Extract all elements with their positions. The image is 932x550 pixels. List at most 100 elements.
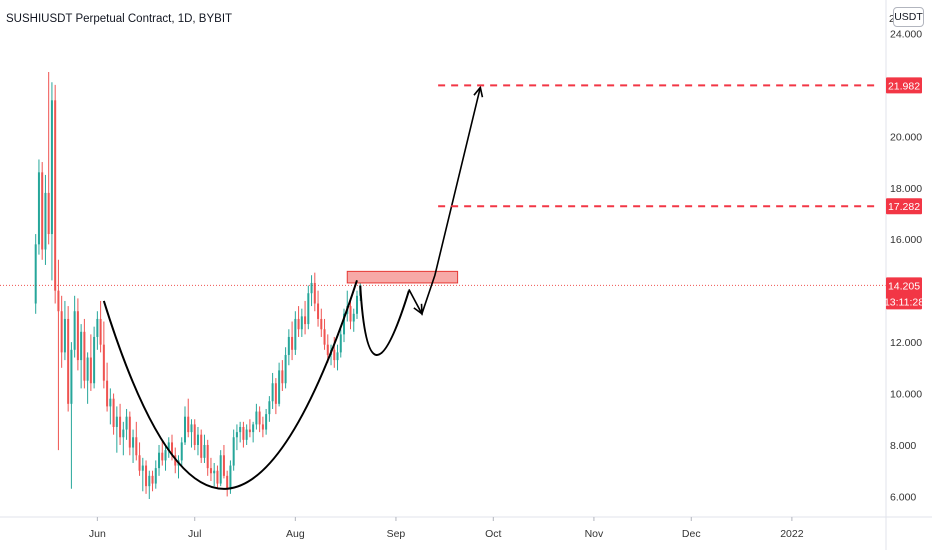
candle: [235, 424, 238, 451]
projection-arrow[interactable]: [408, 87, 482, 316]
candle: [203, 434, 206, 463]
candle: [151, 470, 154, 492]
target-price-label: 21.982: [888, 80, 920, 92]
axis-top-cut-label: 2: [889, 13, 895, 25]
price-tags: 17.282 21.982 14.205 13:11:28: [884, 77, 924, 310]
annotation-layer: [102, 84, 880, 490]
candle: [304, 300, 307, 335]
candle: [57, 259, 60, 451]
candle: [80, 324, 83, 389]
candle: [145, 460, 148, 494]
target-price-tag: 17.282: [886, 198, 922, 215]
candle: [148, 470, 151, 499]
candle: [154, 460, 157, 489]
candle: [255, 403, 258, 430]
candle: [50, 82, 53, 281]
candle: [209, 457, 212, 481]
candle: [248, 419, 251, 438]
candle: [268, 396, 271, 422]
candle: [141, 457, 144, 492]
x-tick-label: Jun: [89, 528, 106, 540]
current-price-tag: 14.205 13:11:28: [884, 277, 924, 310]
currency-unit-button[interactable]: USDT: [893, 7, 924, 27]
candle: [187, 398, 190, 438]
handle-curve[interactable]: [359, 285, 410, 356]
candle: [106, 362, 109, 412]
candle: [73, 295, 76, 358]
y-tick-label: 16.000: [890, 234, 922, 246]
candle: [320, 308, 323, 337]
x-tick-label: Aug: [286, 528, 305, 540]
candle: [125, 408, 128, 440]
candle: [206, 439, 209, 476]
candle: [219, 450, 222, 487]
y-tick-label: 12.000: [890, 337, 922, 349]
y-tick-label: 6.000: [890, 491, 916, 503]
candle: [242, 421, 245, 448]
y-tick-label: 24.000: [890, 28, 922, 40]
candle: [252, 421, 255, 443]
pullback-arrowhead: [413, 303, 423, 316]
y-tick-label: 10.000: [890, 389, 922, 401]
x-tick-label: Oct: [485, 528, 501, 540]
cup-curve[interactable]: [102, 280, 358, 490]
candle: [60, 295, 63, 368]
candle: [226, 470, 229, 497]
y-axis-ticks: 6.0008.00010.00012.00014.00016.00018.000…: [890, 28, 922, 503]
candle: [310, 275, 313, 307]
candle: [274, 378, 277, 415]
candle: [183, 406, 186, 445]
y-tick-label: 18.000: [890, 183, 922, 195]
candle: [336, 344, 339, 371]
x-tick-label: Nov: [585, 528, 604, 540]
candle: [63, 300, 66, 361]
target-price-label: 17.282: [888, 201, 920, 213]
candle: [128, 411, 131, 456]
candle: [76, 298, 79, 371]
candle: [213, 462, 216, 487]
candle: [86, 352, 89, 404]
candle: [93, 326, 96, 389]
candle: [158, 444, 161, 476]
candle: [99, 300, 102, 353]
candle: [122, 421, 125, 456]
candle: [281, 360, 284, 391]
candle: [232, 429, 235, 471]
x-axis-ticks: Jun Jul Aug Sep Oct Nov Dec 2022: [89, 517, 804, 540]
candle: [284, 347, 287, 389]
bar-countdown-label: 13:11:28: [884, 296, 924, 308]
candle: [323, 318, 326, 350]
x-tick-label: Dec: [682, 528, 701, 540]
candle: [339, 329, 342, 358]
candle: [37, 159, 40, 255]
candle: [278, 362, 281, 407]
candle: [161, 439, 164, 466]
candle: [89, 334, 92, 391]
candle: [34, 234, 37, 314]
current-price-label: 14.205: [888, 280, 920, 292]
candle: [180, 437, 183, 466]
candle: [300, 308, 303, 337]
y-tick-label: 8.000: [890, 440, 916, 452]
candle: [313, 272, 316, 312]
candle: [261, 416, 264, 438]
candle: [115, 406, 118, 453]
candle: [177, 455, 180, 479]
candle: [355, 290, 359, 319]
candle: [271, 372, 274, 409]
resistance-zone[interactable]: [346, 270, 459, 284]
candle: [119, 403, 122, 445]
candle: [307, 285, 310, 330]
chart-title: SUSHIUSDT Perpetual Contract, 1D, BYBIT: [6, 13, 232, 25]
candle: [190, 419, 193, 448]
candle: [265, 408, 268, 435]
candle: [67, 306, 70, 412]
candle: [196, 426, 199, 456]
candle: [287, 329, 290, 366]
candle: [54, 84, 57, 304]
candle: [343, 308, 346, 343]
candle: [193, 419, 196, 451]
target-arrowhead: [473, 85, 484, 98]
candle: [258, 406, 261, 433]
